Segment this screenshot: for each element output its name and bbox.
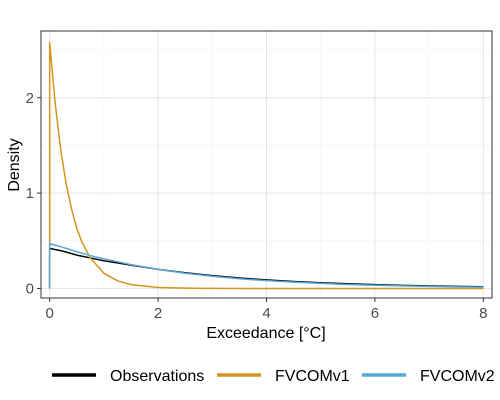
x-axis-ticks: 0 2 4 6 8 (46, 298, 487, 322)
legend-label-fvcomv2: FVCOMv2 (420, 368, 495, 385)
y-tick-label: 0 (26, 280, 34, 297)
major-gridlines (41, 31, 492, 298)
legend-label-fvcomv1: FVCOMv1 (275, 368, 350, 385)
y-tick-label: 2 (26, 90, 34, 107)
series-line-fvcomv2 (48, 242, 484, 289)
legend-label-observations: Observations (110, 368, 204, 385)
x-tick-label: 4 (262, 305, 270, 322)
y-tick-label: 1 (26, 185, 34, 202)
x-axis-title: Exceedance [°C] (206, 325, 325, 342)
x-tick-label: 8 (479, 305, 487, 322)
series-line-fvcomv1 (48, 41, 484, 290)
x-tick-label: 2 (154, 305, 162, 322)
x-tick-label: 6 (371, 305, 379, 322)
y-axis-ticks: 0 1 2 (26, 90, 41, 297)
legend: Observations FVCOMv1 FVCOMv2 (52, 368, 495, 385)
y-axis-title: Density (6, 138, 23, 191)
series-lines (48, 41, 484, 290)
x-tick-label: 0 (46, 305, 54, 322)
